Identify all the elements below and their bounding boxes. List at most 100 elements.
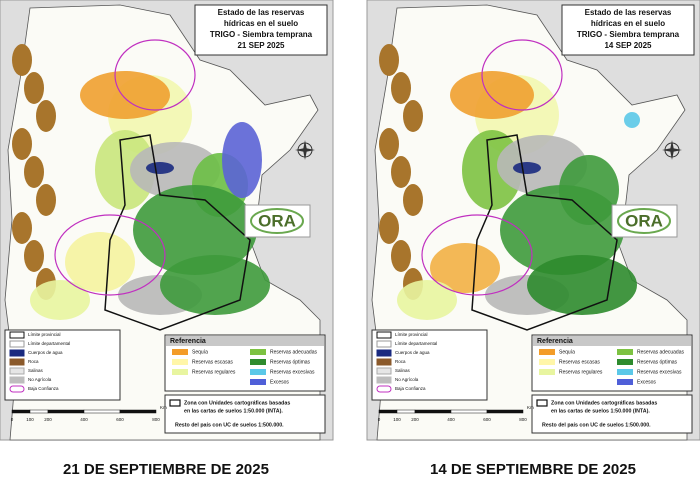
- map-title: 14 SEP 2025: [604, 41, 652, 50]
- legend-label: Límite provincial: [395, 332, 428, 337]
- title-box: [561, 4, 695, 56]
- legend-swatch: [376, 358, 392, 366]
- scale-segment: [378, 409, 398, 414]
- scale-segment: [29, 409, 49, 414]
- reference-swatch: [539, 349, 555, 355]
- legend-swatch: [376, 385, 392, 393]
- map-title: TRIGO - Siembra temprana: [577, 30, 680, 39]
- note-text: Zona con Unidades cartográficas basadas: [551, 400, 657, 406]
- reference-swatch: [617, 379, 633, 385]
- reference-label: Reservas excesivas: [637, 369, 682, 375]
- scale-label: 200: [44, 417, 52, 422]
- scale-label: 200: [411, 417, 419, 422]
- reserve-area: [430, 243, 500, 293]
- reference-label: Excesos: [270, 379, 289, 385]
- note-text: Resto del país con UC de suelos 1:500.00…: [542, 422, 651, 428]
- reserve-area: [450, 71, 534, 119]
- scale-unit: Km: [160, 405, 167, 410]
- reserve-area: [527, 255, 637, 315]
- note-box: [531, 394, 693, 434]
- reference-heading: Referencia: [170, 338, 206, 345]
- legend-label: No Agrícola: [28, 377, 52, 382]
- legend-label: No Agrícola: [395, 377, 419, 382]
- legend-label: Límite departamental: [395, 341, 437, 346]
- low-confidence-zone: [481, 39, 563, 111]
- map-panel: Estado de las reservas hídricas en el sue…: [0, 0, 334, 478]
- reference-swatch: [250, 379, 266, 385]
- rock-area: [379, 212, 399, 244]
- scale-label: 800: [519, 417, 527, 422]
- reserve-area: [95, 130, 155, 210]
- reference-swatch: [250, 349, 266, 355]
- rock-area: [36, 100, 56, 132]
- reference-header: [166, 336, 324, 346]
- legend-swatch: [376, 376, 392, 384]
- legend-label: Baja Confianza: [395, 386, 426, 391]
- note-text: Zona con Unidades cartográficas basadas: [184, 400, 290, 406]
- compass: [295, 140, 315, 160]
- reference-label: Excesos: [637, 379, 656, 385]
- reference-label: Sequía: [192, 349, 208, 355]
- legend-swatch: [9, 349, 25, 357]
- legend-label: Cuerpos de agua: [395, 350, 430, 355]
- reference-swatch: [172, 359, 188, 365]
- scale-label: 600: [483, 417, 491, 422]
- caption: 21 DE SEPTIEMBRE DE 2025: [63, 461, 269, 478]
- legend-swatch: [376, 331, 392, 339]
- legend-label: Salinas: [28, 368, 44, 373]
- reference-label: Reservas excesivas: [270, 369, 315, 375]
- rock-area: [403, 184, 423, 216]
- reference-label: Reservas regulares: [559, 369, 603, 375]
- reserve-area: [160, 255, 270, 315]
- reference-swatch: [172, 349, 188, 355]
- reference-header: [533, 336, 691, 346]
- rock-area: [391, 240, 411, 272]
- reference-label: Sequía: [559, 349, 575, 355]
- map-title: 21 SEP 2025: [237, 41, 285, 50]
- legend-swatch: [9, 331, 25, 339]
- note-text: en las cartas de suelos 1:50.000 (INTA).: [551, 408, 650, 414]
- reference-swatch: [172, 369, 188, 375]
- legend-swatch: [9, 340, 25, 348]
- reference-label: Reservas escasas: [559, 359, 600, 365]
- reference-swatch: [539, 359, 555, 365]
- compass: [662, 140, 682, 160]
- map-title: hídricas en el suelo: [591, 19, 665, 28]
- scale-segment: [11, 409, 31, 414]
- logo-box: [611, 204, 678, 238]
- rock-area: [391, 72, 411, 104]
- reference-label: Reservas óptimas: [270, 359, 311, 365]
- reserve-area: [133, 185, 257, 275]
- legend-swatch: [9, 376, 25, 384]
- scale-segment: [396, 409, 416, 414]
- low-confidence-zone: [421, 214, 533, 296]
- scale-segment: [83, 409, 121, 414]
- legend-label: Baja Confianza: [28, 386, 59, 391]
- rock-area: [379, 44, 399, 76]
- note-swatch: [169, 399, 181, 407]
- scale-label: 600: [116, 417, 124, 422]
- detail-zone-outline: [471, 134, 618, 331]
- scale-label: 0: [11, 417, 14, 422]
- legend-label: Roca: [395, 359, 406, 364]
- note-swatch: [536, 399, 548, 407]
- scale-segment: [47, 409, 85, 414]
- legend-swatch: [376, 367, 392, 375]
- reference-heading: Referencia: [537, 338, 573, 345]
- title-box: [194, 4, 328, 56]
- reference-swatch: [617, 369, 633, 375]
- map-title: Estado de las reservas: [585, 8, 672, 17]
- scale-label: 100: [26, 417, 34, 422]
- legend-label: Salinas: [395, 368, 411, 373]
- reserve-area: [500, 185, 624, 275]
- logo-text: ORA: [258, 211, 296, 230]
- legend-swatch: [376, 340, 392, 348]
- map-title: TRIGO - Siembra temprana: [210, 30, 313, 39]
- scale-unit: Km: [527, 405, 534, 410]
- note-box: [164, 394, 326, 434]
- reference-label: Reservas regulares: [192, 369, 236, 375]
- map-title: Estado de las reservas: [218, 8, 305, 17]
- map-panel: Estado de las reservas hídricas en el sue…: [366, 0, 700, 478]
- reserve-area: [513, 162, 541, 174]
